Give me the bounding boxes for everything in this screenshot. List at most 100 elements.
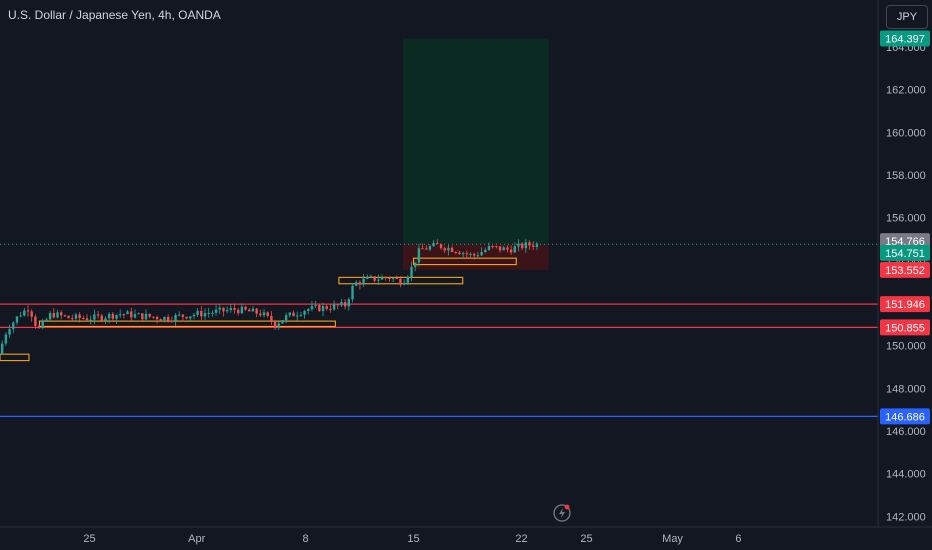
candle-body bbox=[281, 320, 284, 324]
candle-body bbox=[1, 343, 4, 355]
candle-body bbox=[163, 316, 166, 321]
x-tick-label: Apr bbox=[188, 533, 205, 545]
y-tick-label: 162.000 bbox=[886, 85, 926, 97]
range-box[interactable] bbox=[38, 320, 336, 327]
candle-body bbox=[406, 276, 410, 283]
candle-body bbox=[469, 253, 472, 255]
currency-button[interactable]: JPY bbox=[886, 5, 928, 29]
candle-body bbox=[380, 277, 384, 280]
candle-body bbox=[192, 314, 196, 317]
candle-body bbox=[37, 325, 41, 329]
candle-body bbox=[325, 306, 328, 310]
x-tick-label: 6 bbox=[735, 533, 741, 545]
candle-body bbox=[414, 262, 417, 267]
candle-body bbox=[506, 247, 509, 250]
y-tick-label: 156.000 bbox=[886, 213, 926, 225]
candle-body bbox=[207, 312, 210, 314]
candle-body bbox=[23, 310, 26, 316]
candle-body bbox=[458, 252, 461, 255]
candle-body bbox=[196, 310, 199, 315]
candle-body bbox=[166, 316, 170, 321]
candle-body bbox=[82, 317, 85, 319]
candle-body bbox=[532, 245, 535, 247]
candle-body bbox=[402, 282, 406, 285]
candle-body bbox=[284, 315, 288, 321]
candle-body bbox=[155, 317, 159, 320]
candle-body bbox=[144, 313, 148, 320]
candle-body bbox=[211, 312, 214, 314]
candle-body bbox=[377, 279, 380, 281]
candle-body bbox=[476, 255, 480, 257]
candle-body bbox=[56, 312, 59, 318]
candle-body bbox=[26, 310, 30, 312]
candle-body bbox=[355, 282, 358, 286]
candle-body bbox=[417, 248, 421, 263]
candle-body bbox=[465, 253, 469, 255]
range-box[interactable] bbox=[412, 257, 517, 266]
candle-body bbox=[229, 308, 233, 310]
candle-body bbox=[15, 316, 19, 323]
candle-body bbox=[74, 314, 78, 319]
candle-body bbox=[524, 242, 528, 249]
candle-body bbox=[421, 248, 424, 250]
candle-body bbox=[329, 309, 332, 311]
x-axis[interactable]: 25 Apr 8 15 22 25 May 6 bbox=[83, 533, 741, 545]
candle-body bbox=[369, 276, 373, 278]
candle-body bbox=[152, 316, 155, 318]
price-badge: 151.946 bbox=[880, 296, 930, 313]
y-tick-label: 146.000 bbox=[886, 426, 926, 438]
candle-body bbox=[71, 318, 74, 320]
candle-body bbox=[89, 319, 92, 321]
candle-body bbox=[450, 247, 454, 252]
lightning-icon[interactable] bbox=[553, 504, 571, 522]
price-badge: 150.855 bbox=[880, 319, 930, 336]
candle-body bbox=[520, 243, 524, 249]
candle-body bbox=[513, 246, 516, 253]
candle-body bbox=[502, 247, 505, 251]
candle-body bbox=[391, 278, 395, 280]
candle-body bbox=[12, 322, 15, 330]
candle-body bbox=[443, 248, 446, 251]
svg-text:146.686: 146.686 bbox=[885, 411, 925, 423]
candle-body bbox=[78, 314, 81, 318]
candle-body bbox=[509, 249, 513, 253]
candle-body bbox=[34, 316, 37, 326]
candle-body bbox=[340, 302, 343, 306]
candle-body bbox=[517, 243, 520, 247]
candle-body bbox=[288, 312, 292, 316]
candle-body bbox=[495, 246, 498, 248]
candle-body bbox=[93, 314, 96, 320]
candle-body bbox=[273, 321, 277, 328]
candle-body bbox=[528, 242, 531, 246]
candle-body bbox=[439, 244, 443, 249]
candle-body bbox=[52, 312, 56, 318]
target-zone[interactable] bbox=[403, 38, 549, 245]
candles bbox=[1, 238, 539, 355]
candle-body bbox=[347, 299, 351, 307]
candle-body bbox=[296, 315, 299, 317]
candle-body bbox=[200, 310, 203, 317]
level-lines[interactable] bbox=[0, 243, 878, 417]
candle-body bbox=[425, 248, 428, 250]
candle-body bbox=[461, 253, 465, 255]
candle-body bbox=[498, 246, 502, 251]
range-box[interactable] bbox=[0, 353, 30, 362]
candle-body bbox=[362, 278, 365, 285]
y-tick-label: 142.000 bbox=[886, 511, 926, 523]
candle-body bbox=[292, 312, 295, 317]
candle-body bbox=[255, 308, 258, 314]
price-badges: 164.397154.766154.751153.552151.946150.8… bbox=[880, 30, 930, 425]
candle-body bbox=[119, 314, 122, 316]
candle-body bbox=[8, 329, 11, 335]
candle-body bbox=[244, 306, 247, 310]
x-tick-label: 8 bbox=[302, 533, 308, 545]
candle-body bbox=[399, 278, 402, 285]
svg-text:150.855: 150.855 bbox=[885, 322, 925, 334]
price-badge: 146.686 bbox=[880, 408, 930, 425]
candle-body bbox=[96, 314, 100, 316]
candle-body bbox=[366, 276, 369, 279]
candle-body bbox=[487, 246, 491, 250]
candle-body bbox=[137, 313, 140, 315]
candle-body bbox=[248, 309, 251, 312]
